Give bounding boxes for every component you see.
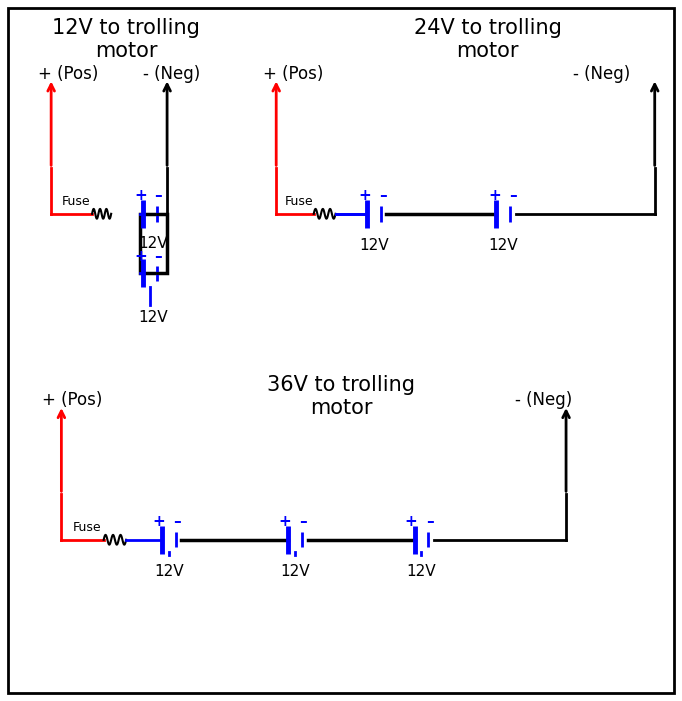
Text: –: – xyxy=(299,515,308,529)
Text: –: – xyxy=(173,515,181,529)
Text: 12V: 12V xyxy=(154,564,184,579)
Text: Fuse: Fuse xyxy=(284,195,313,208)
Text: 36V to trolling
motor: 36V to trolling motor xyxy=(267,375,415,418)
Text: –: – xyxy=(379,189,387,203)
Text: 12V to trolling
motor: 12V to trolling motor xyxy=(53,18,200,61)
Text: –: – xyxy=(509,189,517,203)
Text: 12V: 12V xyxy=(280,564,310,579)
Text: 12V: 12V xyxy=(138,236,168,252)
Text: 24V to trolling
motor: 24V to trolling motor xyxy=(414,18,561,61)
Text: –: – xyxy=(154,189,162,203)
Bar xyxy=(140,214,167,273)
Text: + (Pos): + (Pos) xyxy=(263,64,323,83)
Text: 12V: 12V xyxy=(406,564,436,579)
Text: - (Neg): - (Neg) xyxy=(515,390,572,409)
Text: +: + xyxy=(135,189,147,203)
Text: 12V: 12V xyxy=(488,238,518,253)
Text: Fuse: Fuse xyxy=(62,195,91,208)
Text: 12V: 12V xyxy=(359,238,389,253)
Text: + (Pos): + (Pos) xyxy=(38,64,98,83)
Text: +: + xyxy=(359,189,371,203)
Text: +: + xyxy=(135,249,147,264)
Text: 12V: 12V xyxy=(138,310,168,325)
Text: –: – xyxy=(154,249,162,264)
Text: - (Neg): - (Neg) xyxy=(573,64,630,83)
Text: +: + xyxy=(488,189,501,203)
Text: +: + xyxy=(153,515,165,529)
Text: +: + xyxy=(405,515,417,529)
Text: +: + xyxy=(279,515,291,529)
Text: + (Pos): + (Pos) xyxy=(42,390,103,409)
Text: - (Neg): - (Neg) xyxy=(143,64,201,83)
Text: Fuse: Fuse xyxy=(73,521,102,534)
Text: –: – xyxy=(426,515,434,529)
